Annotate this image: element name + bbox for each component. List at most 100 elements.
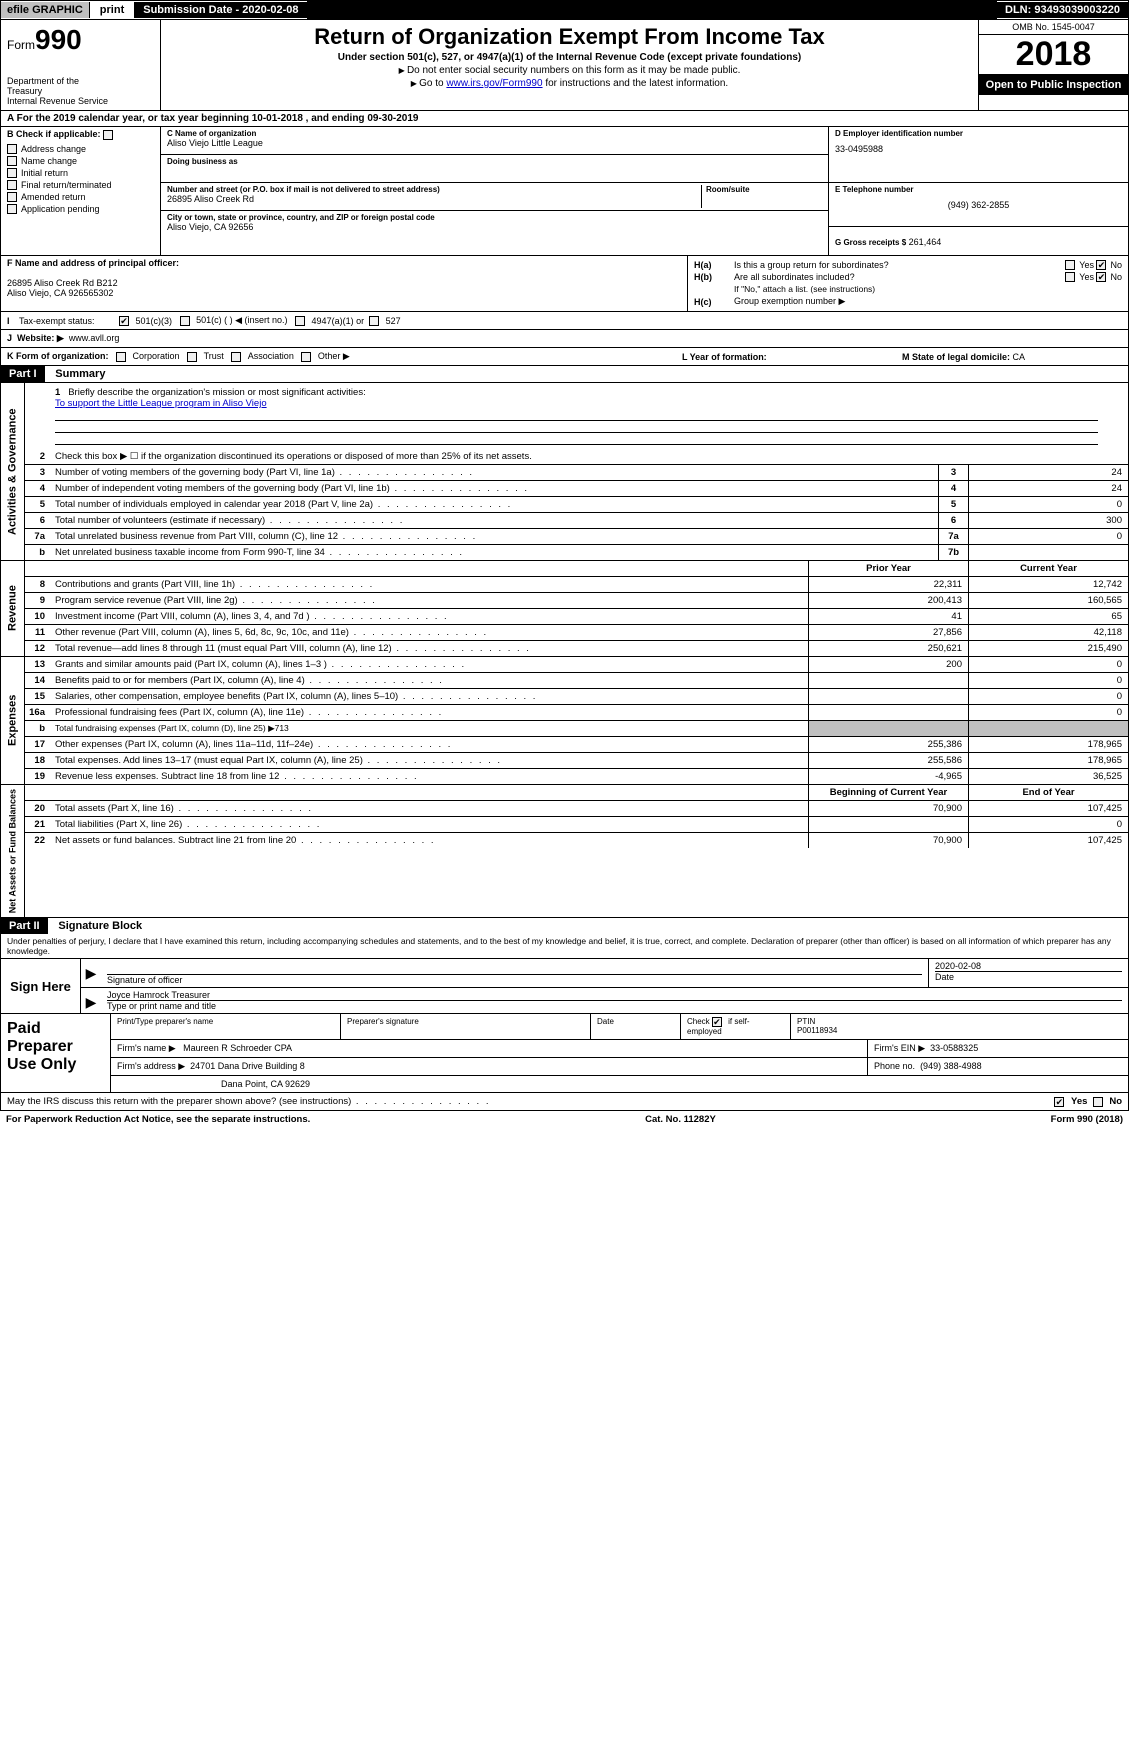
i-527-check[interactable] <box>369 316 379 326</box>
phone-label: E Telephone number <box>835 185 1122 194</box>
firm-addr1: 24701 Dana Drive Building 8 <box>190 1061 305 1071</box>
city-label: City or town, state or province, country… <box>167 213 822 222</box>
row-k: K Form of organization: Corporation Trus… <box>0 347 1129 366</box>
l-label: L Year of formation: <box>682 352 767 362</box>
website-link[interactable]: www.avll.org <box>69 333 120 343</box>
i-4947-check[interactable] <box>295 316 305 326</box>
i-501c3-check[interactable] <box>119 316 129 326</box>
firm-ein: 33-0588325 <box>930 1043 978 1053</box>
f-line1: 26895 Aliso Creek Rd B212 <box>7 278 681 288</box>
print-label[interactable]: print <box>90 2 135 18</box>
form990-link[interactable]: www.irs.gov/Form990 <box>446 78 542 89</box>
sign-here: Sign Here <box>1 959 81 1013</box>
lbl-address: Address change <box>21 144 86 154</box>
check-amended[interactable] <box>7 192 17 202</box>
header-right: OMB No. 1545-0047 2018 Open to Public In… <box>978 20 1128 110</box>
prep-sig-label: Preparer's signature <box>341 1014 591 1039</box>
k-other-check[interactable] <box>301 352 311 362</box>
i-4947: 4947(a)(1) or <box>312 316 365 326</box>
name-label: C Name of organization <box>167 129 822 138</box>
rev-line: 8Contributions and grants (Part VIII, li… <box>25 576 1128 592</box>
row-a-calendar: A For the 2019 calendar year, or tax yea… <box>0 111 1129 127</box>
part2-header: Part II <box>1 918 48 934</box>
f-line2: Aliso Viejo, CA 926565302 <box>7 288 681 298</box>
addr-value: 26895 Aliso Creek Rd <box>167 194 697 204</box>
hc-label: H(c) <box>694 297 734 307</box>
note-ssn: Do not enter social security numbers on … <box>167 65 972 76</box>
ptin-value: P00118934 <box>797 1026 1122 1035</box>
part1-row: Part I Summary <box>0 366 1129 382</box>
col-b-header-check[interactable] <box>103 130 113 140</box>
part2-title: Signature Block <box>50 920 142 932</box>
hb-no: No <box>1110 272 1122 282</box>
side-gov: Activities & Governance <box>1 383 25 560</box>
gov-line: bNet unrelated business taxable income f… <box>25 544 1128 560</box>
summary-rev: Revenue Prior Year Current Year 8Contrib… <box>0 561 1129 657</box>
self-employed-check[interactable] <box>712 1017 722 1027</box>
dept-line2: Treasury <box>7 86 154 96</box>
discuss-row: May the IRS discuss this return with the… <box>0 1093 1129 1111</box>
hdr-current: Current Year <box>968 561 1128 576</box>
discuss-no-check[interactable] <box>1093 1097 1103 1107</box>
gov-line: 3Number of voting members of the governi… <box>25 464 1128 480</box>
perjury-note: Under penalties of perjury, I declare th… <box>1 934 1128 959</box>
summary-gov: Activities & Governance 1 Briefly descri… <box>0 382 1129 561</box>
gov-line: 6Total number of volunteers (estimate if… <box>25 512 1128 528</box>
mission-label: Briefly describe the organization's miss… <box>68 387 366 398</box>
f-label: F Name and address of principal officer: <box>7 258 681 268</box>
i-label: Tax-exempt status: <box>19 316 119 326</box>
exp-line: 15Salaries, other compensation, employee… <box>25 688 1128 704</box>
k-assoc: Association <box>248 351 294 361</box>
mission-num: 1 <box>55 387 60 398</box>
topbar-spacer <box>307 1 997 19</box>
check-pending[interactable] <box>7 204 17 214</box>
form-subtitle: Under section 501(c), 527, or 4947(a)(1)… <box>167 52 972 63</box>
col-b: B Check if applicable: Address change Na… <box>1 127 161 255</box>
firm-name-label: Firm's name ▶ <box>117 1043 176 1053</box>
firm-addr-label: Firm's address ▶ <box>117 1061 185 1071</box>
lbl-pending: Application pending <box>21 204 100 214</box>
check-address[interactable] <box>7 144 17 154</box>
prep-date-label: Date <box>591 1014 681 1039</box>
check-final[interactable] <box>7 180 17 190</box>
hb-yes-check[interactable] <box>1065 272 1075 282</box>
rev-line: 11Other revenue (Part VIII, column (A), … <box>25 624 1128 640</box>
ha-yes-check[interactable] <box>1065 260 1075 270</box>
hb-no-check[interactable] <box>1096 272 1106 282</box>
exp-line: 14Benefits paid to or for members (Part … <box>25 672 1128 688</box>
name-label: Type or print name and title <box>107 1001 1122 1011</box>
exp-line: 13Grants and similar amounts paid (Part … <box>25 657 1128 672</box>
k-assoc-check[interactable] <box>231 352 241 362</box>
net-line: 20Total assets (Part X, line 16)70,90010… <box>25 800 1128 816</box>
hb-note: If "No," attach a list. (see instruction… <box>694 284 1122 294</box>
sig-date-label: Date <box>935 971 1122 982</box>
dept-line3: Internal Revenue Service <box>7 96 154 106</box>
k-corp-check[interactable] <box>116 352 126 362</box>
dln: DLN: 93493039003220 <box>997 2 1128 18</box>
check-initial[interactable] <box>7 168 17 178</box>
ha-no-check[interactable] <box>1096 260 1106 270</box>
check-name[interactable] <box>7 156 17 166</box>
top-bar: efile GRAPHIC print Submission Date - 20… <box>0 0 1129 20</box>
mission-text: To support the Little League program in … <box>55 398 267 409</box>
discuss-yes-check[interactable] <box>1054 1097 1064 1107</box>
exp-line: 19Revenue less expenses. Subtract line 1… <box>25 768 1128 784</box>
gov-line: 7aTotal unrelated business revenue from … <box>25 528 1128 544</box>
header-center: Return of Organization Exempt From Incom… <box>161 20 978 110</box>
prep-name-label: Print/Type preparer's name <box>111 1014 341 1039</box>
omb-number: OMB No. 1545-0047 <box>979 20 1128 35</box>
gov-line: 5Total number of individuals employed in… <box>25 496 1128 512</box>
open-inspection: Open to Public Inspection <box>979 75 1128 95</box>
city-value: Aliso Viejo, CA 92656 <box>167 222 822 232</box>
header-left: Form990 Department of the Treasury Inter… <box>1 20 161 110</box>
m-value: CA <box>1013 352 1026 362</box>
goto-prefix: Go to <box>411 78 447 89</box>
col-de: D Employer identification number 33-0495… <box>828 127 1128 255</box>
col-h: H(a) Is this a group return for subordin… <box>688 256 1128 311</box>
form-number: 990 <box>35 24 82 55</box>
dba-label: Doing business as <box>167 157 822 166</box>
k-trust-check[interactable] <box>187 352 197 362</box>
i-501c-check[interactable] <box>180 316 190 326</box>
officer-name: Joyce Hamrock Treasurer <box>107 990 1122 1001</box>
side-exp: Expenses <box>1 657 25 784</box>
